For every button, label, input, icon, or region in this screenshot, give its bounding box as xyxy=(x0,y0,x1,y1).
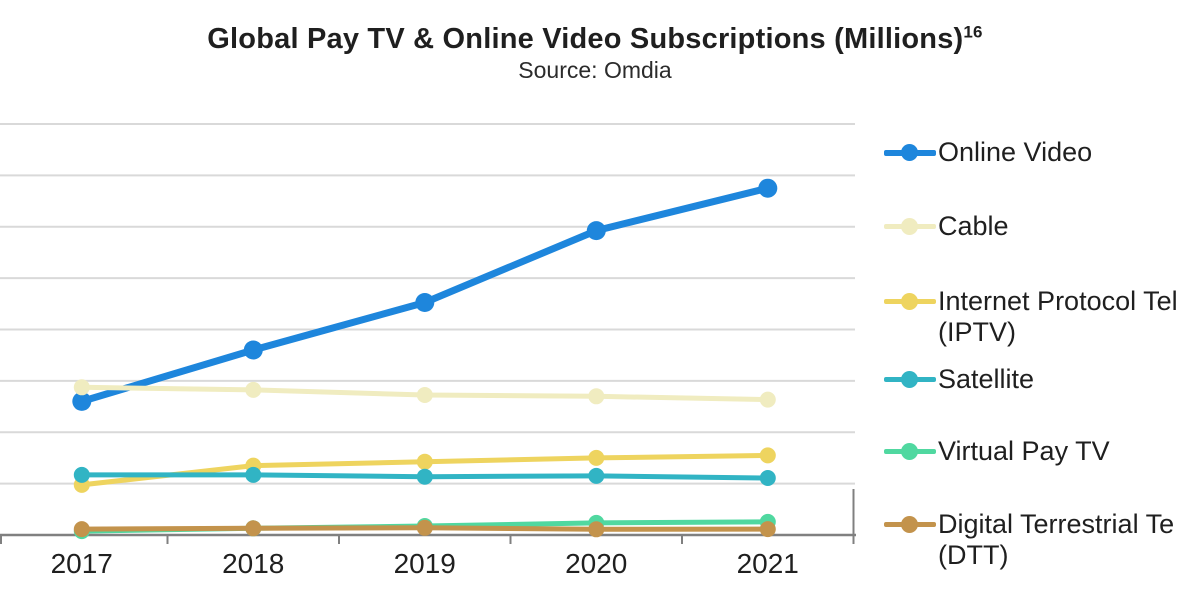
legend-label-line: (IPTV) xyxy=(938,317,1016,347)
legend-dot-swatch xyxy=(901,293,918,310)
data-point-cable xyxy=(588,388,605,405)
data-point-dtt xyxy=(588,521,605,538)
legend-item-virtual-pay-tv: Virtual Pay TV xyxy=(884,436,1110,467)
legend-dot-swatch xyxy=(901,443,918,460)
x-axis-label: 2017 xyxy=(50,548,113,579)
x-axis-label: 2020 xyxy=(565,548,628,579)
x-axis-label: 2021 xyxy=(736,548,799,579)
data-point-satellite xyxy=(245,466,262,483)
legend-marker-icon xyxy=(884,371,936,388)
legend-label: Online Video xyxy=(938,137,1092,168)
data-point-dtt xyxy=(416,519,433,536)
plot-area xyxy=(0,123,856,544)
chart-title: Global Pay TV & Online Video Subscriptio… xyxy=(207,22,983,55)
legend-label: Cable xyxy=(938,211,1009,242)
data-point-online-video xyxy=(72,391,92,411)
legend-marker-icon xyxy=(884,443,936,460)
legend-label-line: Satellite xyxy=(938,364,1035,394)
legend-label: Virtual Pay TV xyxy=(938,436,1110,467)
legend-item-satellite: Satellite xyxy=(884,364,1034,395)
data-point-dtt xyxy=(73,521,90,538)
data-point-iptv xyxy=(588,449,605,466)
data-point-online-video xyxy=(243,340,263,360)
legend-dot-swatch xyxy=(901,144,918,161)
legend-label-line: Cable xyxy=(938,211,1009,241)
legend-dot-swatch xyxy=(901,516,918,533)
legend-item-online-video: Online Video xyxy=(884,137,1092,168)
data-point-cable xyxy=(245,381,262,398)
legend-label: Digital Terrestrial Te (DTT) xyxy=(938,509,1174,571)
legend-label-line: Online Video xyxy=(938,137,1093,167)
data-point-online-video xyxy=(586,221,606,241)
legend-label: Internet Protocol Tel (IPTV) xyxy=(938,286,1178,348)
data-point-satellite xyxy=(588,467,605,484)
data-point-satellite xyxy=(759,470,776,486)
legend-label-line: Virtual Pay TV xyxy=(938,436,1110,466)
legend-label: Satellite xyxy=(938,364,1034,395)
data-point-iptv xyxy=(416,453,433,470)
data-point-online-video xyxy=(758,178,778,198)
chart-subtitle: Source: Omdia xyxy=(518,57,672,83)
data-point-cable xyxy=(759,391,776,408)
data-point-dtt xyxy=(245,520,262,537)
legend-marker-icon xyxy=(884,144,936,161)
chart-title-row: Global Pay TV & Online Video Subscriptio… xyxy=(0,22,1190,56)
legend-item-dtt: Digital Terrestrial Te (DTT) xyxy=(884,509,1174,571)
legend: Online Video Cable Internet Protocol Tel (I… xyxy=(884,0,1200,600)
legend-marker-icon xyxy=(884,293,936,310)
legend-label-line: (DTT) xyxy=(938,540,1009,570)
legend-dot-swatch xyxy=(901,371,918,388)
legend-label-line: Digital Terrestrial Te xyxy=(938,509,1175,539)
legend-label-line: Internet Protocol Tel xyxy=(938,286,1178,316)
legend-marker-icon xyxy=(884,218,936,235)
data-point-iptv xyxy=(759,447,776,464)
legend-item-iptv: Internet Protocol Tel (IPTV) xyxy=(884,286,1178,348)
x-axis-label: 2018 xyxy=(222,548,285,579)
data-point-online-video xyxy=(415,293,435,312)
chart-subtitle-row: Source: Omdia xyxy=(0,57,1190,84)
data-point-satellite xyxy=(73,466,90,483)
legend-dot-swatch xyxy=(901,218,918,235)
legend-item-cable: Cable xyxy=(884,211,1009,242)
data-point-cable xyxy=(73,379,90,396)
data-point-satellite xyxy=(416,468,433,485)
data-point-cable xyxy=(416,387,433,403)
data-point-dtt xyxy=(759,521,776,538)
x-axis-label: 2019 xyxy=(393,548,456,579)
legend-marker-icon xyxy=(884,516,936,533)
footnote-marker: 16 xyxy=(963,22,983,41)
